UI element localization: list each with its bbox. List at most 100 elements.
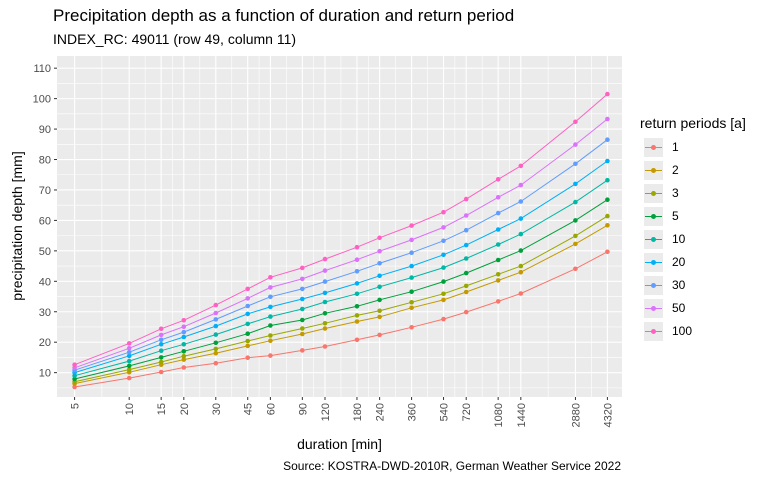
legend-item-3: 3 <box>640 182 758 205</box>
series-line-1 <box>74 251 608 388</box>
data-point <box>181 324 187 330</box>
grid-minor <box>57 56 622 397</box>
series-lines <box>74 93 608 388</box>
data-point <box>463 227 469 233</box>
legend-key-point <box>651 145 656 150</box>
legend-key-point <box>651 191 656 196</box>
legend-label: 30 <box>672 278 686 292</box>
legend-key <box>644 184 663 203</box>
data-point <box>605 249 610 255</box>
legend-label: 50 <box>672 301 686 315</box>
x-tick-label: 45 <box>243 403 255 415</box>
data-point <box>245 296 250 301</box>
data-point <box>322 326 328 331</box>
y-tick-label: 50 <box>39 246 51 258</box>
data-point <box>300 331 305 337</box>
data-point <box>518 248 524 253</box>
data-point <box>354 244 360 250</box>
data-point <box>213 360 219 366</box>
data-point <box>463 283 469 289</box>
legend-key <box>644 299 663 318</box>
x-tick-label: 1440 <box>516 403 528 427</box>
data-point <box>300 296 305 302</box>
data-point <box>605 91 610 97</box>
data-point <box>158 355 164 360</box>
data-point <box>181 353 187 359</box>
data-point <box>126 358 132 364</box>
data-point <box>518 231 524 237</box>
data-point <box>322 268 328 273</box>
data-point <box>518 182 524 188</box>
x-tick-label: 60 <box>265 403 277 415</box>
data-point <box>322 279 328 284</box>
data-point <box>377 284 382 290</box>
data-point <box>377 332 382 338</box>
y-tick-label: 60 <box>39 215 51 227</box>
x-tick-label: 360 <box>407 403 419 421</box>
data-point <box>72 384 77 390</box>
y-tick-label: 20 <box>39 337 51 349</box>
data-point <box>377 261 382 266</box>
data-point <box>213 332 219 337</box>
data-point <box>377 273 382 279</box>
y-tick-label: 80 <box>39 155 51 167</box>
data-point <box>573 218 578 223</box>
data-point <box>495 299 501 304</box>
data-point <box>377 297 382 303</box>
data-point <box>463 213 469 218</box>
plot-panel <box>57 56 622 397</box>
data-point <box>245 331 250 337</box>
data-point <box>573 241 578 247</box>
legend-item-1: 1 <box>640 136 758 159</box>
data-point <box>322 256 328 262</box>
data-point <box>158 342 164 347</box>
x-tick-label: 240 <box>375 403 387 421</box>
legend-key-point <box>651 168 656 173</box>
data-point <box>322 344 328 349</box>
data-point <box>268 353 273 358</box>
data-point <box>300 286 305 292</box>
data-point <box>495 177 501 182</box>
data-point <box>463 242 469 248</box>
data-point <box>158 369 164 375</box>
data-point <box>158 348 164 354</box>
data-point <box>354 337 360 343</box>
data-point <box>245 321 250 327</box>
data-point <box>573 142 578 147</box>
data-point <box>72 362 77 368</box>
x-tick-label: 4320 <box>602 403 614 427</box>
data-point <box>300 276 305 282</box>
legend-label: 100 <box>672 324 693 338</box>
data-point <box>158 337 164 343</box>
data-point <box>213 302 219 308</box>
legend-key <box>644 207 663 226</box>
x-axis-label: duration [min] <box>297 436 382 452</box>
data-point <box>322 321 328 326</box>
data-point <box>268 314 273 319</box>
data-point <box>268 333 273 338</box>
legend-key <box>644 230 663 249</box>
legend-item-10: 10 <box>640 228 758 251</box>
data-point <box>245 338 250 344</box>
data-point <box>605 223 610 228</box>
data-point <box>377 248 382 254</box>
data-point <box>126 375 132 381</box>
data-point <box>518 163 524 169</box>
y-axis-label: precipitation depth [mm] <box>9 151 25 300</box>
x-tick-label: 10 <box>124 403 136 415</box>
x-tick-label: 90 <box>297 403 309 415</box>
data-point <box>300 317 305 323</box>
legend-key-point <box>651 214 656 219</box>
x-tick-label: 30 <box>211 403 223 415</box>
legend-items: 1 2 3 5 10 20 30 50 100 <box>640 136 758 343</box>
legend-item-20: 20 <box>640 251 758 274</box>
legend-label: 10 <box>672 232 686 246</box>
data-point <box>72 376 77 382</box>
series-line-3 <box>74 215 608 383</box>
data-point <box>573 161 578 167</box>
data-point <box>126 346 132 351</box>
data-point <box>213 310 219 316</box>
data-point <box>322 290 328 296</box>
data-point <box>268 338 273 344</box>
